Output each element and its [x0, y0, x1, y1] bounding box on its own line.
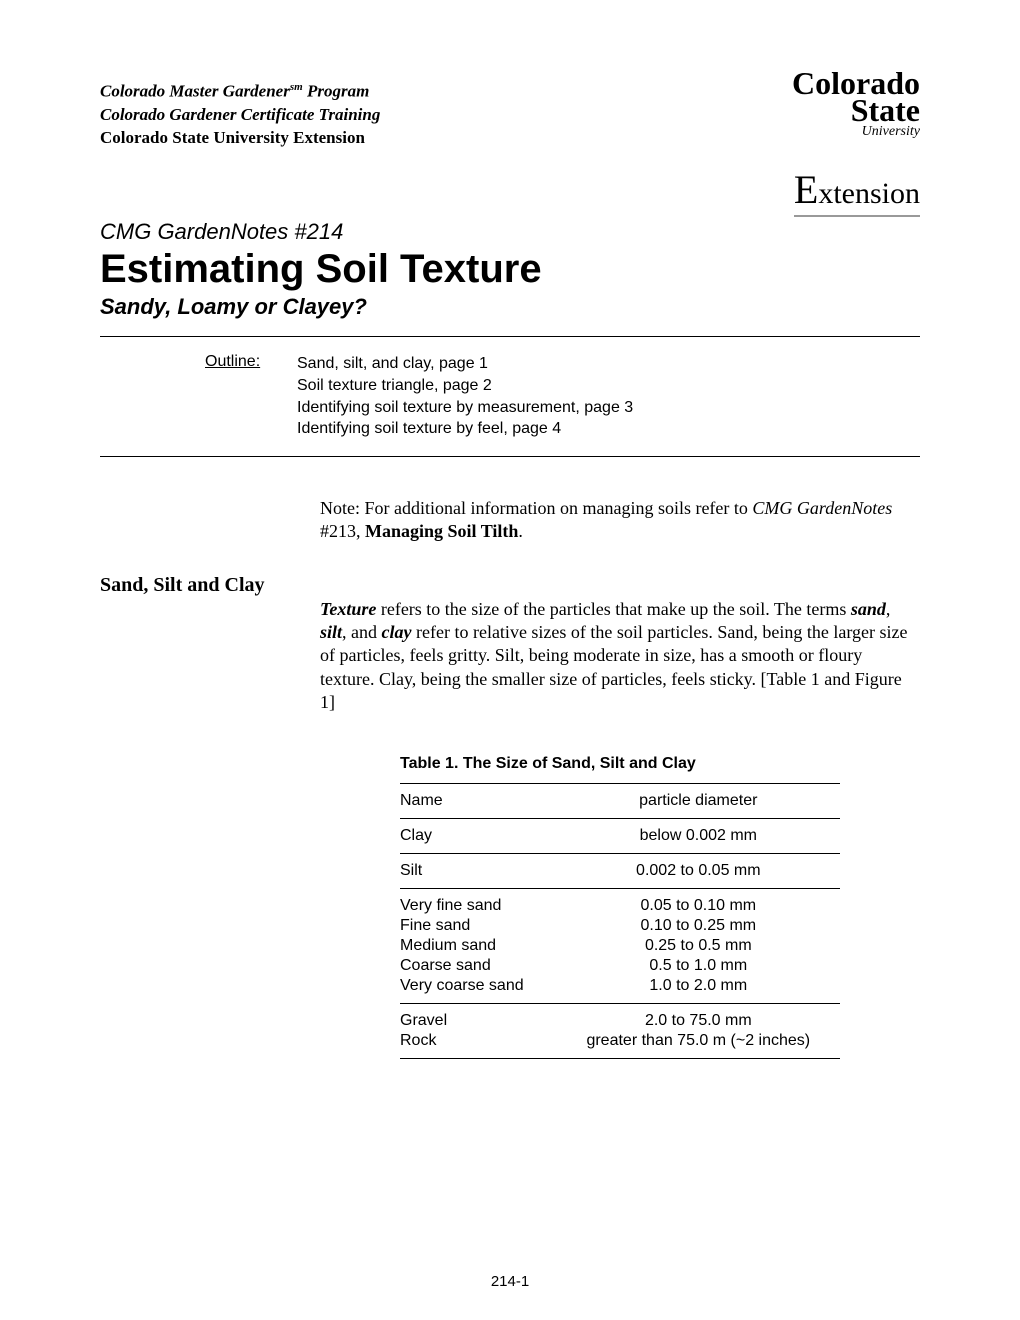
cell-diameter: 0.10 to 0.25 mm [557, 916, 840, 936]
logo-line2: State [822, 97, 920, 124]
cell-name: Gravel [400, 1003, 557, 1031]
note-section: Note: For additional information on mana… [320, 497, 920, 544]
section-row: Sand, Silt and Clay Texture refers to th… [100, 574, 920, 715]
note-rest: #213, [320, 521, 365, 541]
table-row: Fine sand 0.10 to 0.25 mm [400, 916, 840, 936]
subtitle: Sandy, Loamy or Clayey? [100, 294, 920, 320]
table-row: Very fine sand 0.05 to 0.10 mm [400, 888, 840, 916]
logo-line3: University [862, 126, 920, 138]
cell-diameter: 0.25 to 0.5 mm [557, 936, 840, 956]
col-name: Name [400, 783, 557, 818]
body-bold2: sand [851, 599, 886, 619]
cell-name: Coarse sand [400, 956, 557, 976]
csu-logo: Colorado State University [762, 70, 920, 138]
note-end: . [518, 521, 523, 541]
body-part3: , and [342, 622, 382, 642]
cell-name: Very fine sand [400, 888, 557, 916]
outline-item: Sand, silt, and clay, page 1 [297, 353, 633, 375]
body-bold4: clay [382, 622, 412, 642]
cell-diameter: greater than 75.0 m (~2 inches) [557, 1031, 840, 1059]
body-part1: refers to the size of the particles that… [376, 599, 851, 619]
outline-item: Identifying soil texture by feel, page 4 [297, 418, 633, 440]
cell-name: Medium sand [400, 936, 557, 956]
cell-diameter: below 0.002 mm [557, 818, 840, 853]
body-bold1: Texture [320, 599, 376, 619]
cell-name: Clay [400, 818, 557, 853]
cell-diameter: 0.5 to 1.0 mm [557, 956, 840, 976]
cell-name: Fine sand [400, 916, 557, 936]
table-row: Rock greater than 75.0 m (~2 inches) [400, 1031, 840, 1059]
table-body: Clay below 0.002 mm Silt 0.002 to 0.05 m… [400, 818, 840, 1058]
program-sup: sm [290, 81, 303, 93]
table-row: Clay below 0.002 mm [400, 818, 840, 853]
divider-top [100, 336, 920, 337]
col-diameter: particle diameter [557, 783, 840, 818]
body-bold3: silt [320, 622, 342, 642]
table-row: Coarse sand 0.5 to 1.0 mm [400, 956, 840, 976]
body-part2: , [886, 599, 891, 619]
table-row: Very coarse sand 1.0 to 2.0 mm [400, 976, 840, 1004]
table-header-row: Name particle diameter [400, 783, 840, 818]
document-number: CMG GardenNotes #214 [100, 219, 920, 245]
cell-diameter: 0.05 to 0.10 mm [557, 888, 840, 916]
cell-diameter: 0.002 to 0.05 mm [557, 853, 840, 888]
section-heading: Sand, Silt and Clay [100, 574, 320, 715]
note-italic: CMG GardenNotes [752, 498, 892, 518]
outline-items: Sand, silt, and clay, page 1 Soil textur… [297, 353, 633, 439]
table-container: Table 1. The Size of Sand, Silt and Clay… [400, 755, 840, 1059]
table-title: Table 1. The Size of Sand, Silt and Clay [400, 755, 840, 773]
program-name: Colorado Master Gardener [100, 82, 290, 101]
note-prefix: Note: For additional information on mana… [320, 498, 752, 518]
main-title: Estimating Soil Texture [100, 247, 920, 292]
cell-diameter: 1.0 to 2.0 mm [557, 976, 840, 1004]
program-suffix: Program [303, 82, 370, 101]
cell-name: Silt [400, 853, 557, 888]
extension-logo: Extension [794, 166, 920, 217]
outline-item: Soil texture triangle, page 2 [297, 375, 633, 397]
note-bold: Managing Soil Tilth [365, 521, 518, 541]
ext-prefix: E [794, 166, 818, 213]
cell-diameter: 2.0 to 75.0 mm [557, 1003, 840, 1031]
body-text: Texture refers to the size of the partic… [320, 598, 920, 715]
table-row: Gravel 2.0 to 75.0 mm [400, 1003, 840, 1031]
cell-name: Rock [400, 1031, 557, 1059]
header-section: Colorado Master Gardenersm Program Color… [100, 80, 920, 149]
table-row: Silt 0.002 to 0.05 mm [400, 853, 840, 888]
divider-bottom [100, 456, 920, 457]
outline-section: Outline: Sand, silt, and clay, page 1 So… [205, 353, 920, 439]
outline-item: Identifying soil texture by measurement,… [297, 397, 633, 419]
table-row: Medium sand 0.25 to 0.5 mm [400, 936, 840, 956]
ext-rest: xtension [818, 177, 920, 210]
particle-table: Name particle diameter Clay below 0.002 … [400, 783, 840, 1059]
cell-name: Very coarse sand [400, 976, 557, 1004]
outline-label: Outline: [205, 353, 265, 439]
page-footer: 214-1 [0, 1273, 1020, 1290]
logo-block: Colorado State University Extension [762, 70, 920, 217]
